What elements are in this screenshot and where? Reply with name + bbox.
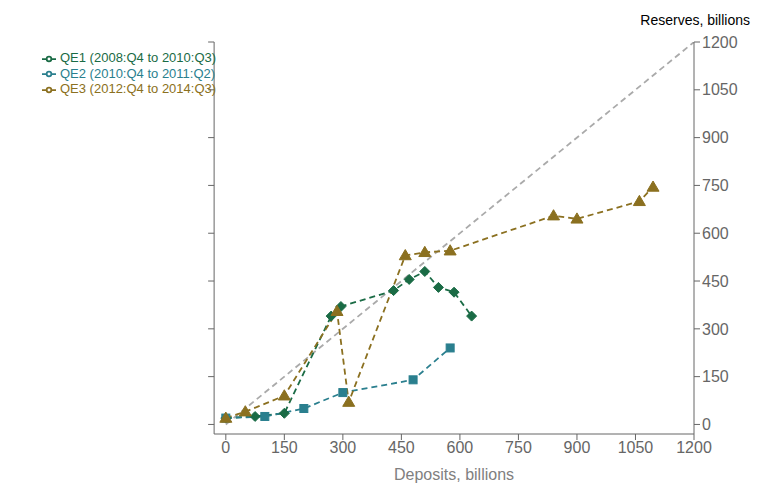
svg-text:450: 450 bbox=[388, 439, 415, 456]
svg-text:600: 600 bbox=[447, 439, 474, 456]
svg-text:1050: 1050 bbox=[702, 81, 738, 98]
html-text:QE1 (2008:Q4 to 2010:Q3): QE1 (2008:Q4 to 2010:Q3) bbox=[60, 50, 217, 65]
html-text:QE2 (2010:Q4 to 2011:Q2): QE2 (2010:Q4 to 2011:Q2) bbox=[60, 65, 216, 81]
svg-text:750: 750 bbox=[505, 439, 532, 456]
svg-text:900: 900 bbox=[564, 439, 591, 456]
svg-text:1200: 1200 bbox=[702, 34, 738, 51]
svg-text:0: 0 bbox=[221, 439, 230, 456]
html-text:QE3 (2012:Q4 to 2014:Q3): QE3 (2012:Q4 to 2014:Q3) bbox=[60, 81, 217, 97]
svg-text:450: 450 bbox=[702, 273, 729, 290]
svg-text:0: 0 bbox=[702, 416, 711, 433]
svg-text:300: 300 bbox=[702, 321, 729, 338]
svg-text:300: 300 bbox=[330, 439, 357, 456]
svg-text:750: 750 bbox=[702, 177, 729, 194]
svg-text:Deposits, billions: Deposits, billions bbox=[394, 466, 514, 483]
svg-text:900: 900 bbox=[702, 129, 729, 146]
svg-text:1050: 1050 bbox=[618, 439, 654, 456]
svg-text:600: 600 bbox=[702, 225, 729, 242]
svg-text:150: 150 bbox=[271, 439, 298, 456]
svg-text:1200: 1200 bbox=[676, 439, 712, 456]
html-text:Reserves, billions: Reserves, billions bbox=[640, 12, 750, 28]
svg-text:150: 150 bbox=[702, 368, 729, 385]
